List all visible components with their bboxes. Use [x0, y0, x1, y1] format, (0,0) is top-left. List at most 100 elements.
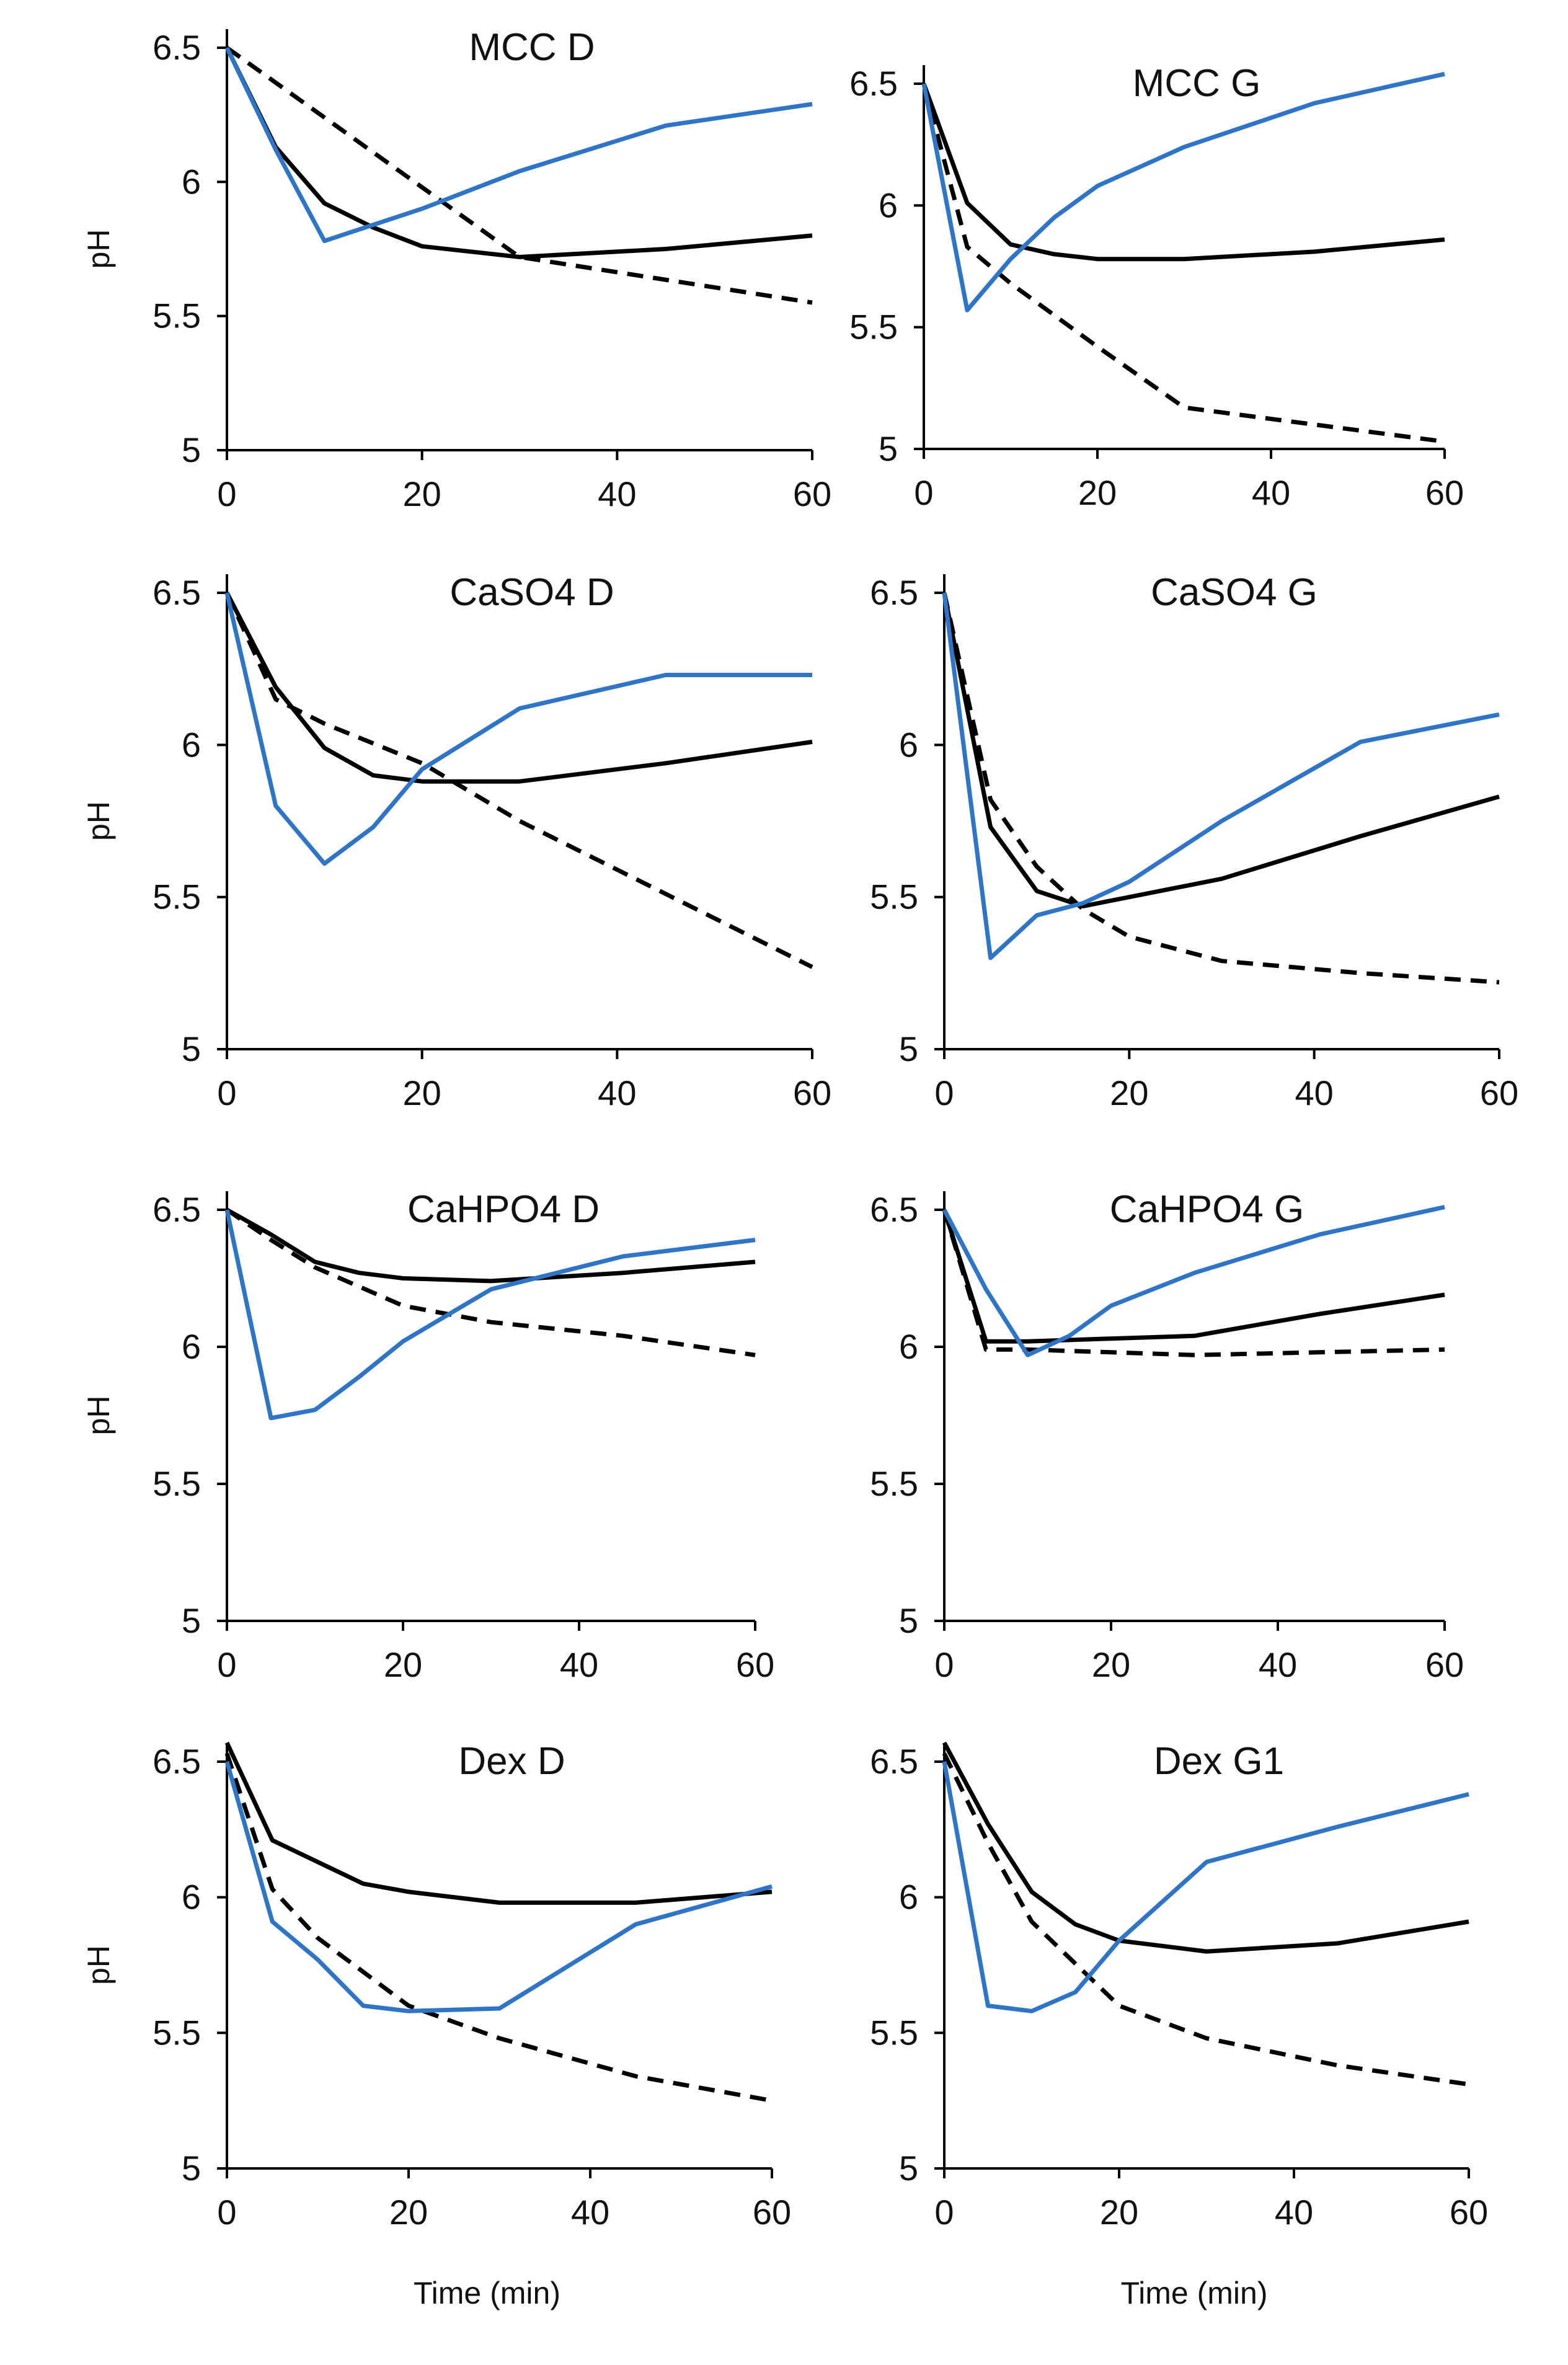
y-tick-label: 6.5 [870, 1190, 918, 1229]
y-tick-label: 5 [899, 1601, 918, 1640]
y-tick-label: 5 [182, 430, 201, 469]
panel-title: CaSO4 G [1151, 571, 1318, 614]
y-axis-title: pH [81, 801, 116, 841]
y-axis-title: pH [81, 1945, 116, 1985]
series-line-blue [921, 71, 1445, 313]
x-tick-label: 20 [403, 1073, 441, 1112]
y-tick-label: 5.5 [153, 2013, 201, 2052]
x-tick-label: 20 [384, 1645, 422, 1684]
x-tick-label: 60 [793, 474, 831, 513]
x-tick-label: 0 [217, 474, 236, 513]
y-tick-label: 6.5 [153, 1190, 201, 1229]
series-line-black [224, 1741, 773, 1905]
y-tick-label: 5 [879, 429, 898, 468]
x-tick-label: 0 [934, 1645, 954, 1684]
chart-panel-6: 5 5.5 6 6.5 0 20 40 60 CaHPO4 G [870, 1188, 1464, 1684]
series-line-dashed [226, 1208, 756, 1357]
y-tick-label: 6 [182, 725, 201, 764]
x-tick-label: 40 [1295, 1073, 1334, 1112]
y-tick-label: 6 [879, 185, 898, 224]
y-tick-label: 6 [182, 1878, 201, 1917]
x-tick-label: 60 [736, 1645, 774, 1684]
panel-title: CaHPO4 G [1110, 1188, 1304, 1231]
series-line-black [224, 47, 813, 259]
y-axis-title: pH [81, 1396, 116, 1435]
y-tick-label: 5.5 [870, 877, 918, 916]
panel-title: CaSO4 D [450, 571, 614, 614]
x-tick-label: 60 [1480, 1073, 1518, 1112]
x-tick-label: 40 [598, 1073, 636, 1112]
series-line-blue [942, 592, 1500, 961]
panel-title: MCC G [1133, 62, 1261, 105]
y-tick-label: 5 [182, 1601, 201, 1640]
series-line-blue [224, 592, 812, 866]
x-tick-label: 0 [934, 1073, 954, 1112]
x-tick-label: 0 [934, 2193, 954, 2232]
y-tick-label: 6 [899, 725, 918, 764]
y-tick-label: 6.5 [153, 28, 201, 67]
y-tick-label: 6 [899, 1327, 918, 1366]
series-line-dashed [224, 592, 813, 969]
panel-title: CaHPO4 D [407, 1188, 600, 1231]
x-tick-label: 40 [1259, 1645, 1297, 1684]
panel-title: Dex G1 [1154, 1740, 1284, 1783]
y-tick-label: 5 [899, 1029, 918, 1068]
series-line-blue [224, 1209, 756, 1421]
series-line-dashed [224, 1752, 773, 2103]
series-line-dashed [942, 1752, 1469, 2087]
x-tick-label: 20 [1100, 2193, 1138, 2232]
chart-panel-1: 5 5.5 6 6.5 0 20 40 60 MCC D pH [81, 26, 831, 513]
x-tick-label: 20 [1092, 1645, 1130, 1684]
x-tick-label: 60 [1425, 473, 1464, 512]
series-line-black [942, 592, 1500, 908]
chart-panel-8: 5 5.5 6 6.5 0 20 40 60 Dex G1 Time (min) [870, 1740, 1488, 2310]
y-tick-label: 6.5 [870, 1742, 918, 1781]
x-tick-label: 40 [1252, 473, 1290, 512]
chart-panel-5: 5 5.5 6 6.5 0 20 40 60 CaHPO4 D pH [81, 1188, 774, 1684]
y-tick-label: 6 [182, 162, 201, 201]
chart-panel-3: 5 5.5 6 6.5 0 20 40 60 CaSO4 D pH [81, 571, 831, 1112]
x-tick-label: 40 [571, 2193, 609, 2232]
x-tick-label: 60 [793, 1073, 831, 1112]
x-tick-label: 60 [1450, 2193, 1488, 2232]
panel-title: MCC D [469, 26, 595, 69]
y-tick-label: 6.5 [153, 1742, 201, 1781]
x-axis-title: Time (min) [414, 2276, 560, 2310]
series-line-blue [224, 1761, 773, 2013]
y-tick-label: 6.5 [153, 573, 201, 612]
x-tick-label: 40 [560, 1645, 598, 1684]
chart-panel-7: 5 5.5 6 6.5 0 20 40 60 Dex D pH Time (min) [81, 1740, 791, 2310]
x-tick-label: 0 [217, 1645, 236, 1684]
y-tick-label: 5.5 [870, 2013, 918, 2052]
series-line-blue [224, 47, 813, 243]
series-line-black [942, 1741, 1469, 1954]
y-tick-label: 6.5 [849, 64, 898, 103]
x-tick-label: 0 [217, 2193, 236, 2232]
chart-panel-4: 5 5.5 6 6.5 0 20 40 60 CaSO4 G [870, 571, 1518, 1112]
x-tick-label: 60 [753, 2193, 791, 2232]
chart-panel-2: 5 5.5 6 6.5 0 20 40 60 MCC G [849, 62, 1464, 512]
x-tick-label: 0 [217, 1073, 236, 1112]
y-tick-label: 5.5 [870, 1464, 918, 1503]
x-tick-label: 0 [914, 473, 933, 512]
x-tick-label: 20 [389, 2193, 428, 2232]
y-tick-label: 6.5 [870, 573, 918, 612]
series-line-black [224, 592, 813, 784]
x-tick-label: 20 [403, 474, 441, 513]
x-tick-label: 20 [1078, 473, 1117, 512]
x-tick-label: 40 [1275, 2193, 1313, 2232]
y-axis-title: pH [81, 229, 116, 269]
y-tick-label: 5.5 [153, 1464, 201, 1503]
series-line-dashed [225, 46, 813, 305]
x-tick-label: 60 [1425, 1645, 1464, 1684]
y-tick-label: 5.5 [849, 308, 898, 347]
y-tick-label: 6 [899, 1878, 918, 1917]
series-line-dashed [921, 83, 1445, 444]
series-line-black [921, 82, 1445, 262]
x-tick-label: 20 [1110, 1073, 1148, 1112]
y-tick-label: 5 [899, 2149, 918, 2188]
panel-title: Dex D [458, 1740, 565, 1783]
y-tick-label: 5.5 [153, 877, 201, 916]
series-line-black [226, 1207, 756, 1284]
